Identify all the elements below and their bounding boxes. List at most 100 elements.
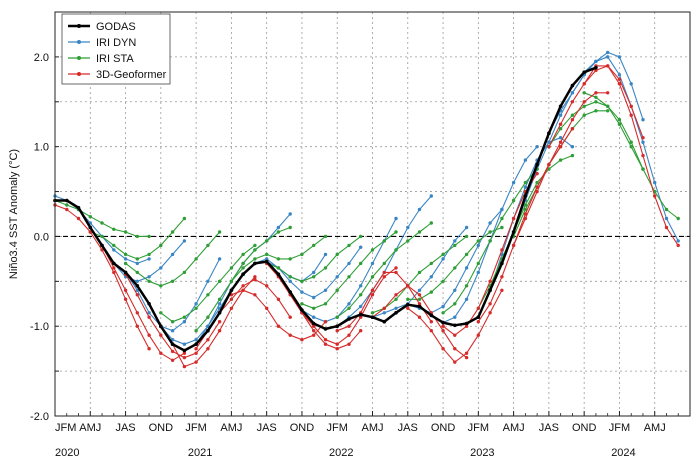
iri-sta-point (523, 203, 528, 207)
x-tick-label: AMJ (644, 422, 666, 434)
iri-dyn-point (535, 145, 539, 149)
iri-sta-point (135, 257, 139, 261)
3d-geoformer-point (182, 364, 187, 369)
iri-sta-point (112, 227, 116, 231)
iri-dyn-point (570, 91, 575, 95)
iri-sta-point (123, 252, 128, 257)
iri-dyn-point (312, 315, 316, 319)
iri-sta-point (511, 198, 516, 203)
godas-point (394, 311, 398, 315)
3d-geoformer-point (347, 333, 351, 337)
godas-point (476, 315, 481, 320)
iri-dyn-point (594, 59, 598, 64)
3d-geoformer-point (500, 248, 504, 252)
iri-dyn-point (676, 239, 680, 243)
godas-point (488, 288, 492, 293)
iri-dyn-point (641, 140, 645, 144)
iri-sta-point (194, 257, 198, 261)
year-label: 2024 (611, 447, 635, 459)
godas-point (182, 348, 187, 353)
iri-sta-point (253, 248, 257, 252)
3d-geoformer-point (112, 266, 116, 270)
3d-geoformer-point (370, 288, 375, 292)
3d-geoformer-point (558, 140, 563, 144)
legend-swatch-marker (77, 24, 81, 28)
iri-dyn-point (182, 239, 187, 243)
iri-sta-point (241, 266, 245, 270)
3d-geoformer-point (511, 243, 516, 248)
iri-sta-point (359, 234, 363, 239)
godas-point (300, 308, 304, 312)
3d-geoformer-point (406, 284, 410, 288)
iri-sta-point (464, 252, 469, 257)
iri-sta-point (370, 248, 375, 252)
iri-dyn-point (147, 311, 151, 315)
iri-sta-point (382, 261, 386, 266)
iri-sta-point (476, 239, 480, 243)
iri-sta-point (182, 270, 187, 275)
godas-point (253, 261, 257, 266)
iri-sta-point (370, 275, 375, 279)
3d-geoformer-point (547, 145, 551, 149)
3d-geoformer-point (135, 324, 139, 328)
3d-geoformer-point (500, 275, 504, 279)
iri-sta-point (453, 243, 457, 248)
axis-layer: JFM AMJ JAS OND JFM AMJ JAS OND JFM AMJ JAS OND JFM A… (30, 11, 679, 459)
iri-sta-point (300, 252, 304, 257)
3d-geoformer-point (464, 355, 469, 360)
iri-sta-point (194, 329, 198, 333)
iri-dyn-point (606, 50, 610, 55)
iri-sta-point (488, 239, 492, 243)
iri-dyn-point (206, 279, 210, 283)
iri-dyn-point (453, 315, 457, 319)
godas-point (100, 243, 104, 248)
iri-dyn-point (464, 266, 469, 270)
godas-point (159, 324, 163, 329)
3d-geoformer-point (629, 113, 633, 117)
iri-dyn-point (570, 145, 575, 149)
godas-point (464, 321, 469, 326)
iri-sta-point (464, 234, 469, 239)
iri-dyn-point (476, 270, 480, 275)
iri-dyn-point (558, 136, 563, 140)
iri-sta-point (606, 104, 610, 109)
3d-geoformer-point (206, 347, 210, 351)
godas-point (194, 342, 198, 347)
iri-sta-point (570, 113, 575, 117)
iri-sta-point (253, 257, 257, 261)
iri-sta-point (323, 234, 328, 239)
iri-sta-point (276, 230, 281, 234)
y-tick-label: -1.0 (30, 321, 49, 333)
iri-sta-point (558, 127, 563, 131)
y-axis-title: Niño3.4 SST Anomaly (°C) (8, 149, 20, 279)
3d-geoformer-point (535, 189, 539, 194)
iri-sta-point (147, 252, 151, 257)
iri-sta-point (500, 225, 504, 230)
3d-geoformer-point (312, 324, 316, 328)
godas-point (417, 304, 422, 309)
3d-geoformer-point (335, 347, 339, 351)
iri-sta-point (182, 216, 187, 221)
3d-geoformer-point (476, 306, 480, 310)
iri-sta-point (359, 261, 363, 266)
3d-geoformer-point (170, 349, 175, 354)
iri-sta-point (394, 248, 398, 252)
iri-sta-point (617, 122, 622, 126)
iri-sta-point (676, 216, 680, 221)
iri-dyn-point (135, 288, 139, 292)
iri-dyn-point (170, 338, 175, 342)
legend-swatch-marker (77, 40, 81, 44)
3d-geoformer-point (253, 277, 257, 282)
godas-point (65, 198, 69, 203)
3d-geoformer-point (159, 333, 163, 337)
godas-point (88, 225, 93, 230)
3d-geoformer-point (500, 288, 504, 292)
x-tick-label: JAS (257, 422, 277, 434)
iri-sta-point (394, 230, 398, 234)
3d-geoformer-point (617, 77, 622, 82)
3d-geoformer-point (653, 194, 657, 198)
3d-geoformer-point (359, 315, 363, 319)
x-tick-label: AMJ (79, 422, 101, 434)
3d-geoformer-point (429, 329, 433, 333)
3d-geoformer-point (641, 153, 645, 158)
